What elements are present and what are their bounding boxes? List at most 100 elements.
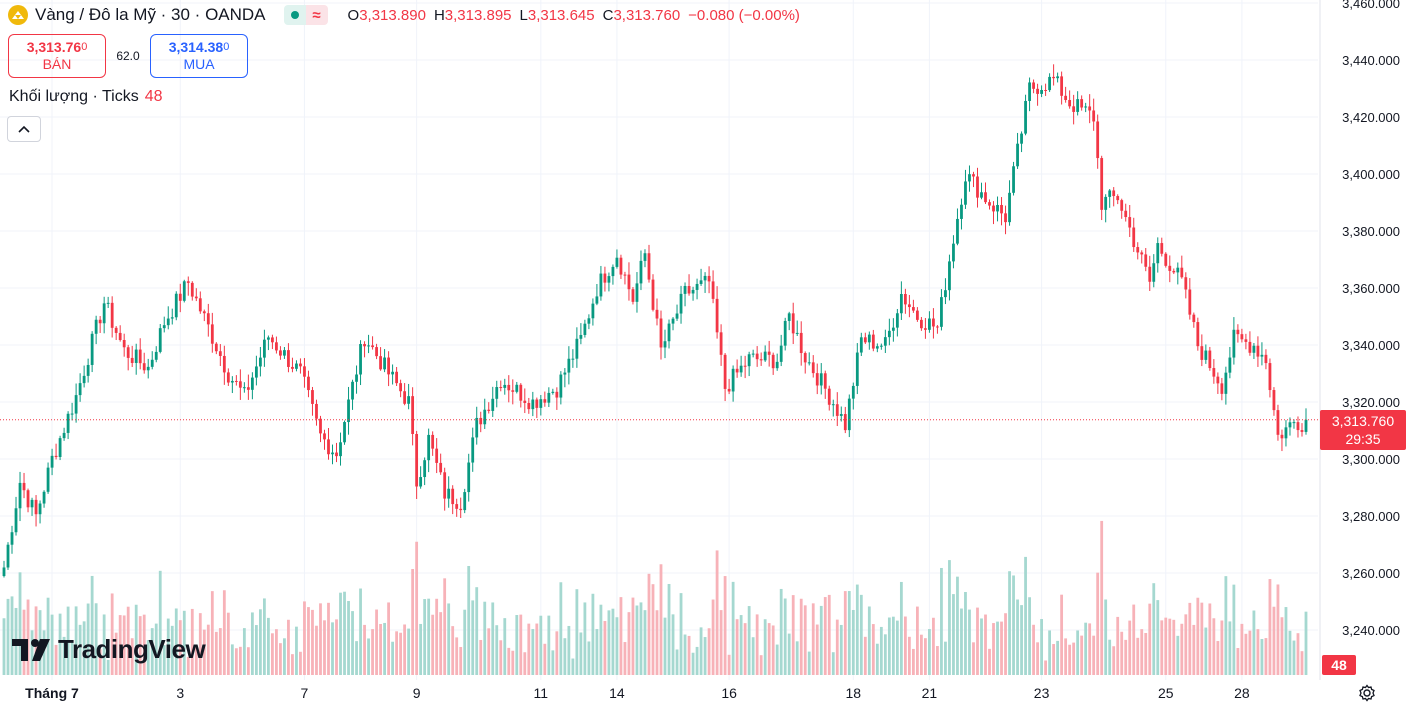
candle-body xyxy=(150,359,154,367)
volume-bar xyxy=(932,617,935,675)
volume-bar xyxy=(62,636,66,675)
volume-bar xyxy=(819,605,823,675)
candle-body xyxy=(1280,434,1284,439)
volume-bar xyxy=(1248,630,1252,675)
volume-bar xyxy=(1300,651,1304,675)
candle-body xyxy=(1228,357,1232,373)
candle-body xyxy=(992,205,995,212)
volume-bar xyxy=(114,632,118,675)
x-tick-label: 14 xyxy=(609,685,625,701)
symbol-title[interactable]: Vàng / Đô la Mỹ · 30 · OANDA xyxy=(35,5,266,24)
market-status[interactable]: ≈ xyxy=(283,5,328,25)
market-open-icon[interactable] xyxy=(283,5,306,25)
volume-bar xyxy=(863,636,867,675)
volume-bar xyxy=(976,607,979,675)
candle-body xyxy=(138,349,142,364)
volume-bar xyxy=(186,656,190,675)
candle-body xyxy=(106,302,110,304)
settings-gear-icon[interactable] xyxy=(1358,684,1376,702)
sell-button[interactable]: 3,313.760 BÁN xyxy=(8,34,106,78)
volume-bar xyxy=(787,633,791,675)
volume-bar xyxy=(1212,618,1216,675)
candle-body xyxy=(134,349,138,363)
volume-bar xyxy=(875,643,879,675)
candle-body xyxy=(467,462,471,493)
volume-bar xyxy=(479,639,483,675)
volume-bar xyxy=(1188,602,1192,675)
volume-bar xyxy=(166,618,170,675)
candle-body xyxy=(1192,314,1196,323)
candle-body xyxy=(395,371,399,384)
volume-bar xyxy=(1164,617,1168,675)
volume-bar xyxy=(936,646,939,675)
volume-bar xyxy=(980,618,983,675)
candle-body xyxy=(1064,95,1068,100)
candle-body xyxy=(351,381,354,400)
candle-body xyxy=(210,324,214,344)
volume-bar xyxy=(867,606,871,675)
candle-body xyxy=(803,353,807,363)
volume-bar xyxy=(615,617,619,675)
volume-legend[interactable]: Khối lượng · Ticks 48 xyxy=(9,88,162,106)
volume-bar xyxy=(1124,639,1128,675)
volume-bar xyxy=(1068,644,1072,675)
volume-bar xyxy=(1036,642,1039,675)
candle-body xyxy=(1168,265,1172,271)
volume-bar xyxy=(1048,630,1052,675)
candle-body xyxy=(984,192,987,203)
buy-button[interactable]: 3,314.380 MUA xyxy=(150,34,248,78)
candle-body xyxy=(1180,267,1184,278)
volume-bar xyxy=(871,624,875,675)
volume-bar xyxy=(303,601,306,675)
volume-bar xyxy=(1180,623,1184,675)
candle-body xyxy=(242,387,246,389)
volume-bar xyxy=(1156,600,1160,675)
volume-bar xyxy=(591,593,595,675)
volume-bar xyxy=(964,591,967,675)
candle-body xyxy=(663,341,667,348)
volume-bar xyxy=(315,625,318,675)
volume-bar xyxy=(699,627,703,675)
tradingview-logo[interactable]: TradingView xyxy=(12,634,206,665)
candle-body xyxy=(579,334,583,339)
volume-bar xyxy=(771,625,775,675)
volume-bar xyxy=(399,632,403,675)
volume-bar xyxy=(811,603,815,675)
candle-body xyxy=(407,396,411,404)
candle-body xyxy=(1220,383,1224,394)
volume-bar xyxy=(327,602,330,675)
volume-bar xyxy=(246,647,250,675)
candle-body xyxy=(455,504,459,509)
volume-bar xyxy=(895,620,899,675)
change-value: −0.080 (−0.00%) xyxy=(688,6,800,24)
y-tick-label: 3,460.000 xyxy=(1342,0,1400,11)
volume-bar xyxy=(283,638,286,675)
data-delay-icon[interactable]: ≈ xyxy=(305,5,328,25)
volume-bar xyxy=(1060,594,1064,675)
volume-bar xyxy=(1108,639,1112,675)
volume-bar xyxy=(675,649,679,675)
volume-bar xyxy=(535,623,539,675)
volume-bar xyxy=(988,648,991,675)
candle-body xyxy=(271,337,274,343)
volume-bar xyxy=(972,642,975,675)
candle-body xyxy=(1072,106,1076,112)
candle-body xyxy=(62,432,66,439)
candle-body xyxy=(759,359,763,361)
candle-body xyxy=(379,356,382,370)
volume-bar xyxy=(250,612,254,675)
candle-body xyxy=(976,176,979,198)
collapse-legend-button[interactable] xyxy=(7,116,41,142)
candle-body xyxy=(647,253,651,280)
candle-body xyxy=(1296,422,1300,431)
candle-body xyxy=(335,452,338,457)
candle-body xyxy=(679,293,683,314)
candle-body xyxy=(920,319,923,329)
candle-body xyxy=(291,366,294,369)
candle-body xyxy=(591,303,595,319)
volume-bar xyxy=(499,640,503,675)
candle-body xyxy=(162,325,166,329)
volume-bar xyxy=(483,601,487,675)
candle-body xyxy=(94,319,98,334)
